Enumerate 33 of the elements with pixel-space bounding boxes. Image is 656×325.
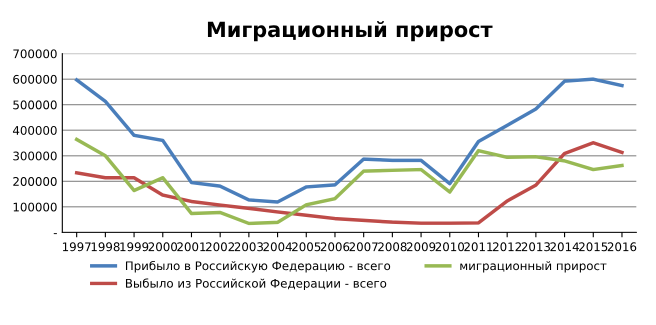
legend-label: Выбыло из Российской Федерации - всего — [126, 278, 386, 290]
x-tick-label: 2003 — [234, 242, 263, 252]
y-tick-label: 100000 — [14, 202, 57, 212]
legend-label: миграционный прирост — [460, 261, 607, 272]
x-tick-label: 2007 — [350, 242, 378, 252]
x-tick-label: 1999 — [120, 242, 148, 252]
y-tick-label: 300000 — [13, 151, 57, 160]
x-tick-label: 2001 — [177, 242, 206, 252]
x-tick-label: 2012 — [493, 242, 522, 252]
x-tick-label: 1997 — [62, 242, 91, 252]
x-tick-label: 2005 — [292, 242, 320, 252]
x-tick-label: 2014 — [550, 242, 579, 252]
y-tick-label: 600000 — [13, 74, 57, 84]
x-tick-label: 2009 — [406, 242, 436, 252]
x-tick-label: 2016 — [608, 242, 636, 252]
x-tick-label: 1998 — [92, 242, 120, 252]
y-tick-label: - — [54, 233, 57, 234]
legend-label: Прибыло в Российскую Федерацию - всего — [126, 260, 390, 272]
y-tick-label: 500000 — [13, 100, 57, 110]
x-tick-label: 2002 — [206, 242, 234, 252]
x-tick-label: 2000 — [148, 242, 178, 252]
x-tick-label: 2013 — [522, 242, 550, 252]
y-tick-label: 200000 — [13, 177, 57, 186]
x-tick-label: 2015 — [579, 242, 608, 252]
x-tick-label: 2008 — [378, 242, 407, 252]
x-tick-label: 2004 — [263, 242, 292, 252]
x-tick-label: 2010 — [436, 242, 464, 252]
line-series — [74, 77, 624, 204]
y-tick-label: 700000 — [13, 49, 57, 58]
x-tick-label: 2006 — [320, 242, 350, 252]
y-tick-label: 400000 — [12, 126, 57, 135]
x-tick-label: 2011 — [464, 242, 492, 252]
chart-title: Миграционный прирост — [208, 21, 493, 42]
